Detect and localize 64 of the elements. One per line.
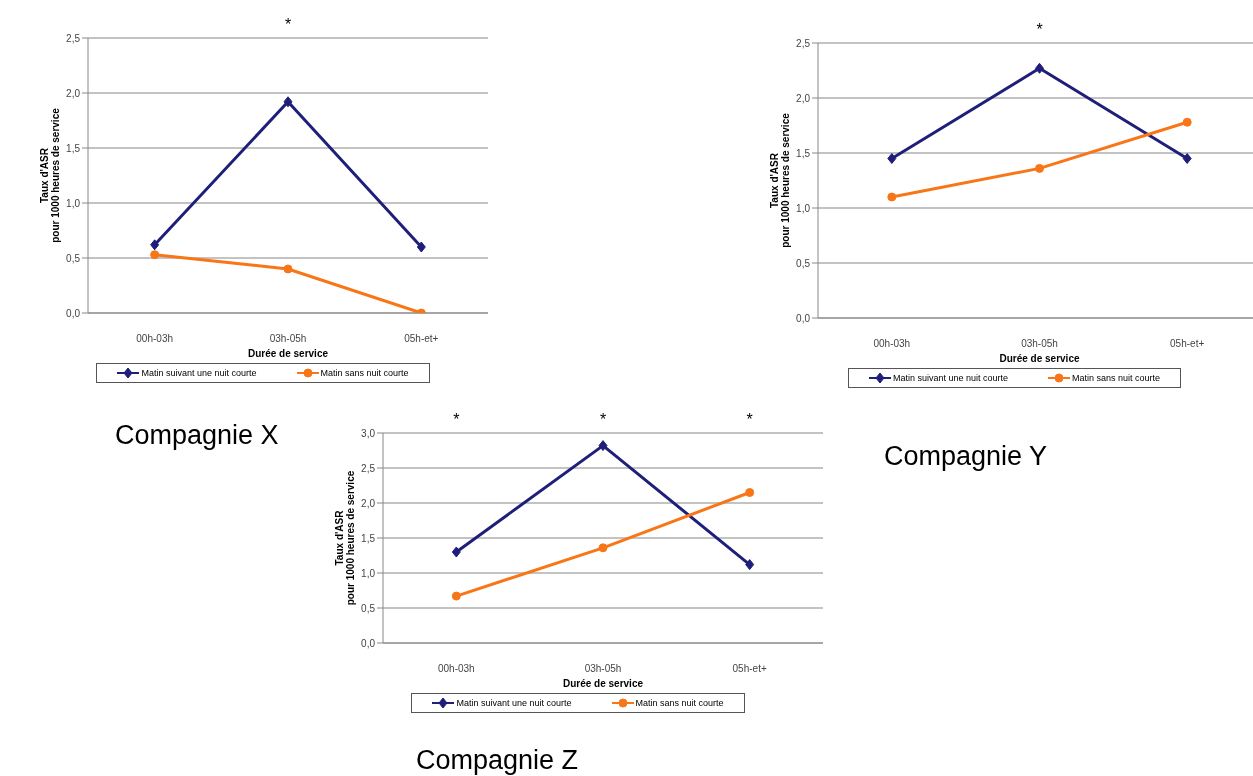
y-tick-label: 0,5 [796,257,811,269]
y-tick-label: 0,0 [796,312,811,324]
legend-label: Matin sans nuit courte [1072,373,1161,383]
x-axis-title: Durée de service [999,353,1080,364]
x-tick-label: 00h-03h [136,333,174,345]
point [150,239,160,251]
point [283,264,293,274]
x-tick-label: 03h-05h [584,663,622,675]
legend-label: Matin sans nuit courte [320,368,409,378]
y-tick-label: 1,0 [796,202,811,214]
legend-label: Matin suivant une nuit courte [456,698,572,708]
text: Compagnie X [115,420,279,451]
y-tick-label: 2,0 [66,87,81,99]
y-tick-label: 2,5 [361,462,376,474]
x-tick-label: 05h-et+ [732,663,767,675]
y-tick-label: 1,5 [66,142,81,154]
x-tick-label: 05h-et+ [404,333,439,345]
legend-label: Matin suivant une nuit courte [141,368,257,378]
y-tick-label: 1,5 [796,147,811,159]
y-tick-label: 0,5 [361,602,376,614]
point [283,96,293,108]
point [887,192,897,202]
point [598,440,608,452]
text: * [284,16,292,33]
point [598,543,608,553]
point [887,153,897,164]
text: Compagnie Z [416,745,579,776]
y-tick-label: 3,0 [361,427,376,439]
y-axis-title: Taux d'ASR pour 1000 heures de service [334,470,356,606]
y-tick-label: 2,5 [66,32,81,44]
y-tick-label: 0,0 [66,307,81,319]
point [150,250,160,260]
text: * [453,411,460,428]
y-tick-label: 1,5 [361,532,376,544]
y-tick-label: 2,5 [796,37,811,49]
x-tick-label: 03h-05h [1021,338,1058,350]
text: * [746,411,753,428]
point [745,559,755,571]
x-axis-title: Durée de service [247,348,329,359]
text: * [1036,21,1043,38]
point [745,488,755,497]
point [1182,153,1192,164]
legend-label: Matin sans nuit courte [635,698,724,708]
x-tick-label: 03h-05h [269,333,307,345]
x-axis-title: Durée de service [562,678,644,689]
y-axis-title: Taux d'ASR pour 1000 heures de service [769,112,791,248]
x-tick-label: 00h-03h [437,663,475,675]
y-tick-label: 1,0 [66,197,81,209]
x-tick-label: 05h-et+ [1170,338,1205,350]
point [416,241,426,253]
y-tick-label: 2,0 [796,92,811,104]
text: * [599,411,607,428]
y-tick-label: 0,5 [66,252,81,264]
text: Compagnie Y [884,441,1048,472]
x-tick-label: 00h-03h [873,338,911,350]
point [451,546,461,558]
point [451,591,461,601]
y-tick-label: 0,0 [361,637,376,649]
y-axis-title: Taux d'ASR pour 1000 heures de service [39,107,61,243]
y-tick-label: 1,0 [361,567,376,579]
point [1035,62,1044,74]
y-tick-label: 2,0 [361,497,376,509]
legend-label: Matin suivant une nuit courte [892,373,1009,383]
point [1182,117,1192,127]
